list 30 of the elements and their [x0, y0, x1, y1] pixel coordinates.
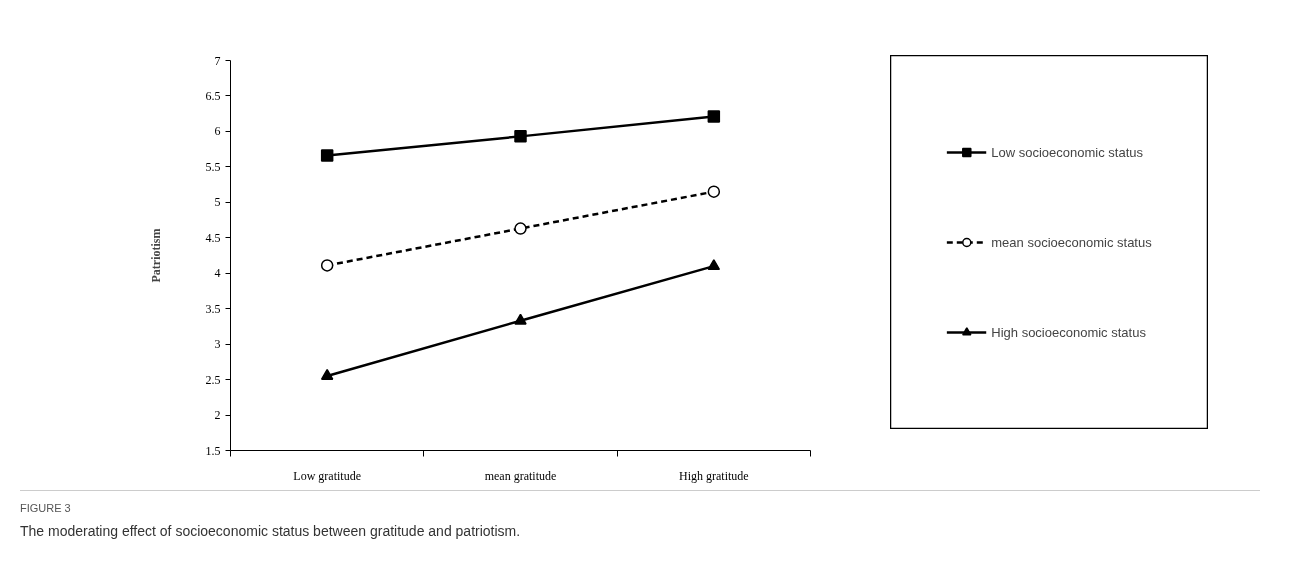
legend-label: Low socioeconomic status — [991, 144, 1144, 160]
point — [514, 222, 527, 235]
y-tick-label: 7 — [214, 53, 221, 68]
y-tick-label: 6 — [214, 124, 221, 139]
caption: FIGURE 3 — [20, 501, 72, 516]
point — [320, 368, 334, 380]
y-tick-label: 4 — [214, 266, 221, 281]
y-axis-title: Patriotism — [148, 228, 163, 283]
point — [514, 130, 527, 143]
y-tick-label: 4.5 — [205, 230, 221, 245]
y-tick-label: 2 — [214, 408, 221, 423]
legend-label: High socioeconomic status — [991, 324, 1146, 340]
y-tick-label: 2.5 — [205, 372, 221, 387]
text: The moderating effect of socioeconomic status between gratitude and patriotism. — [20, 521, 521, 541]
point — [320, 149, 334, 162]
point — [320, 259, 334, 272]
y-tick-label: 1.5 — [205, 443, 221, 458]
x-tick-label: High gratitude — [679, 468, 749, 483]
y-tick-label: 6.5 — [205, 88, 221, 103]
point — [514, 313, 527, 325]
y-tick-label: 3 — [214, 337, 221, 352]
x-tick-label: Low gratitude — [293, 468, 361, 483]
y-tick-label: 5 — [214, 195, 221, 210]
point — [707, 185, 721, 198]
legend-label: mean socioeconomic status — [991, 234, 1152, 250]
point — [707, 259, 721, 271]
y-tick-label: 3.5 — [205, 301, 221, 316]
point — [707, 110, 721, 123]
y-tick-label: 5.5 — [205, 159, 221, 174]
x-tick-label: mean gratitude — [484, 468, 557, 483]
